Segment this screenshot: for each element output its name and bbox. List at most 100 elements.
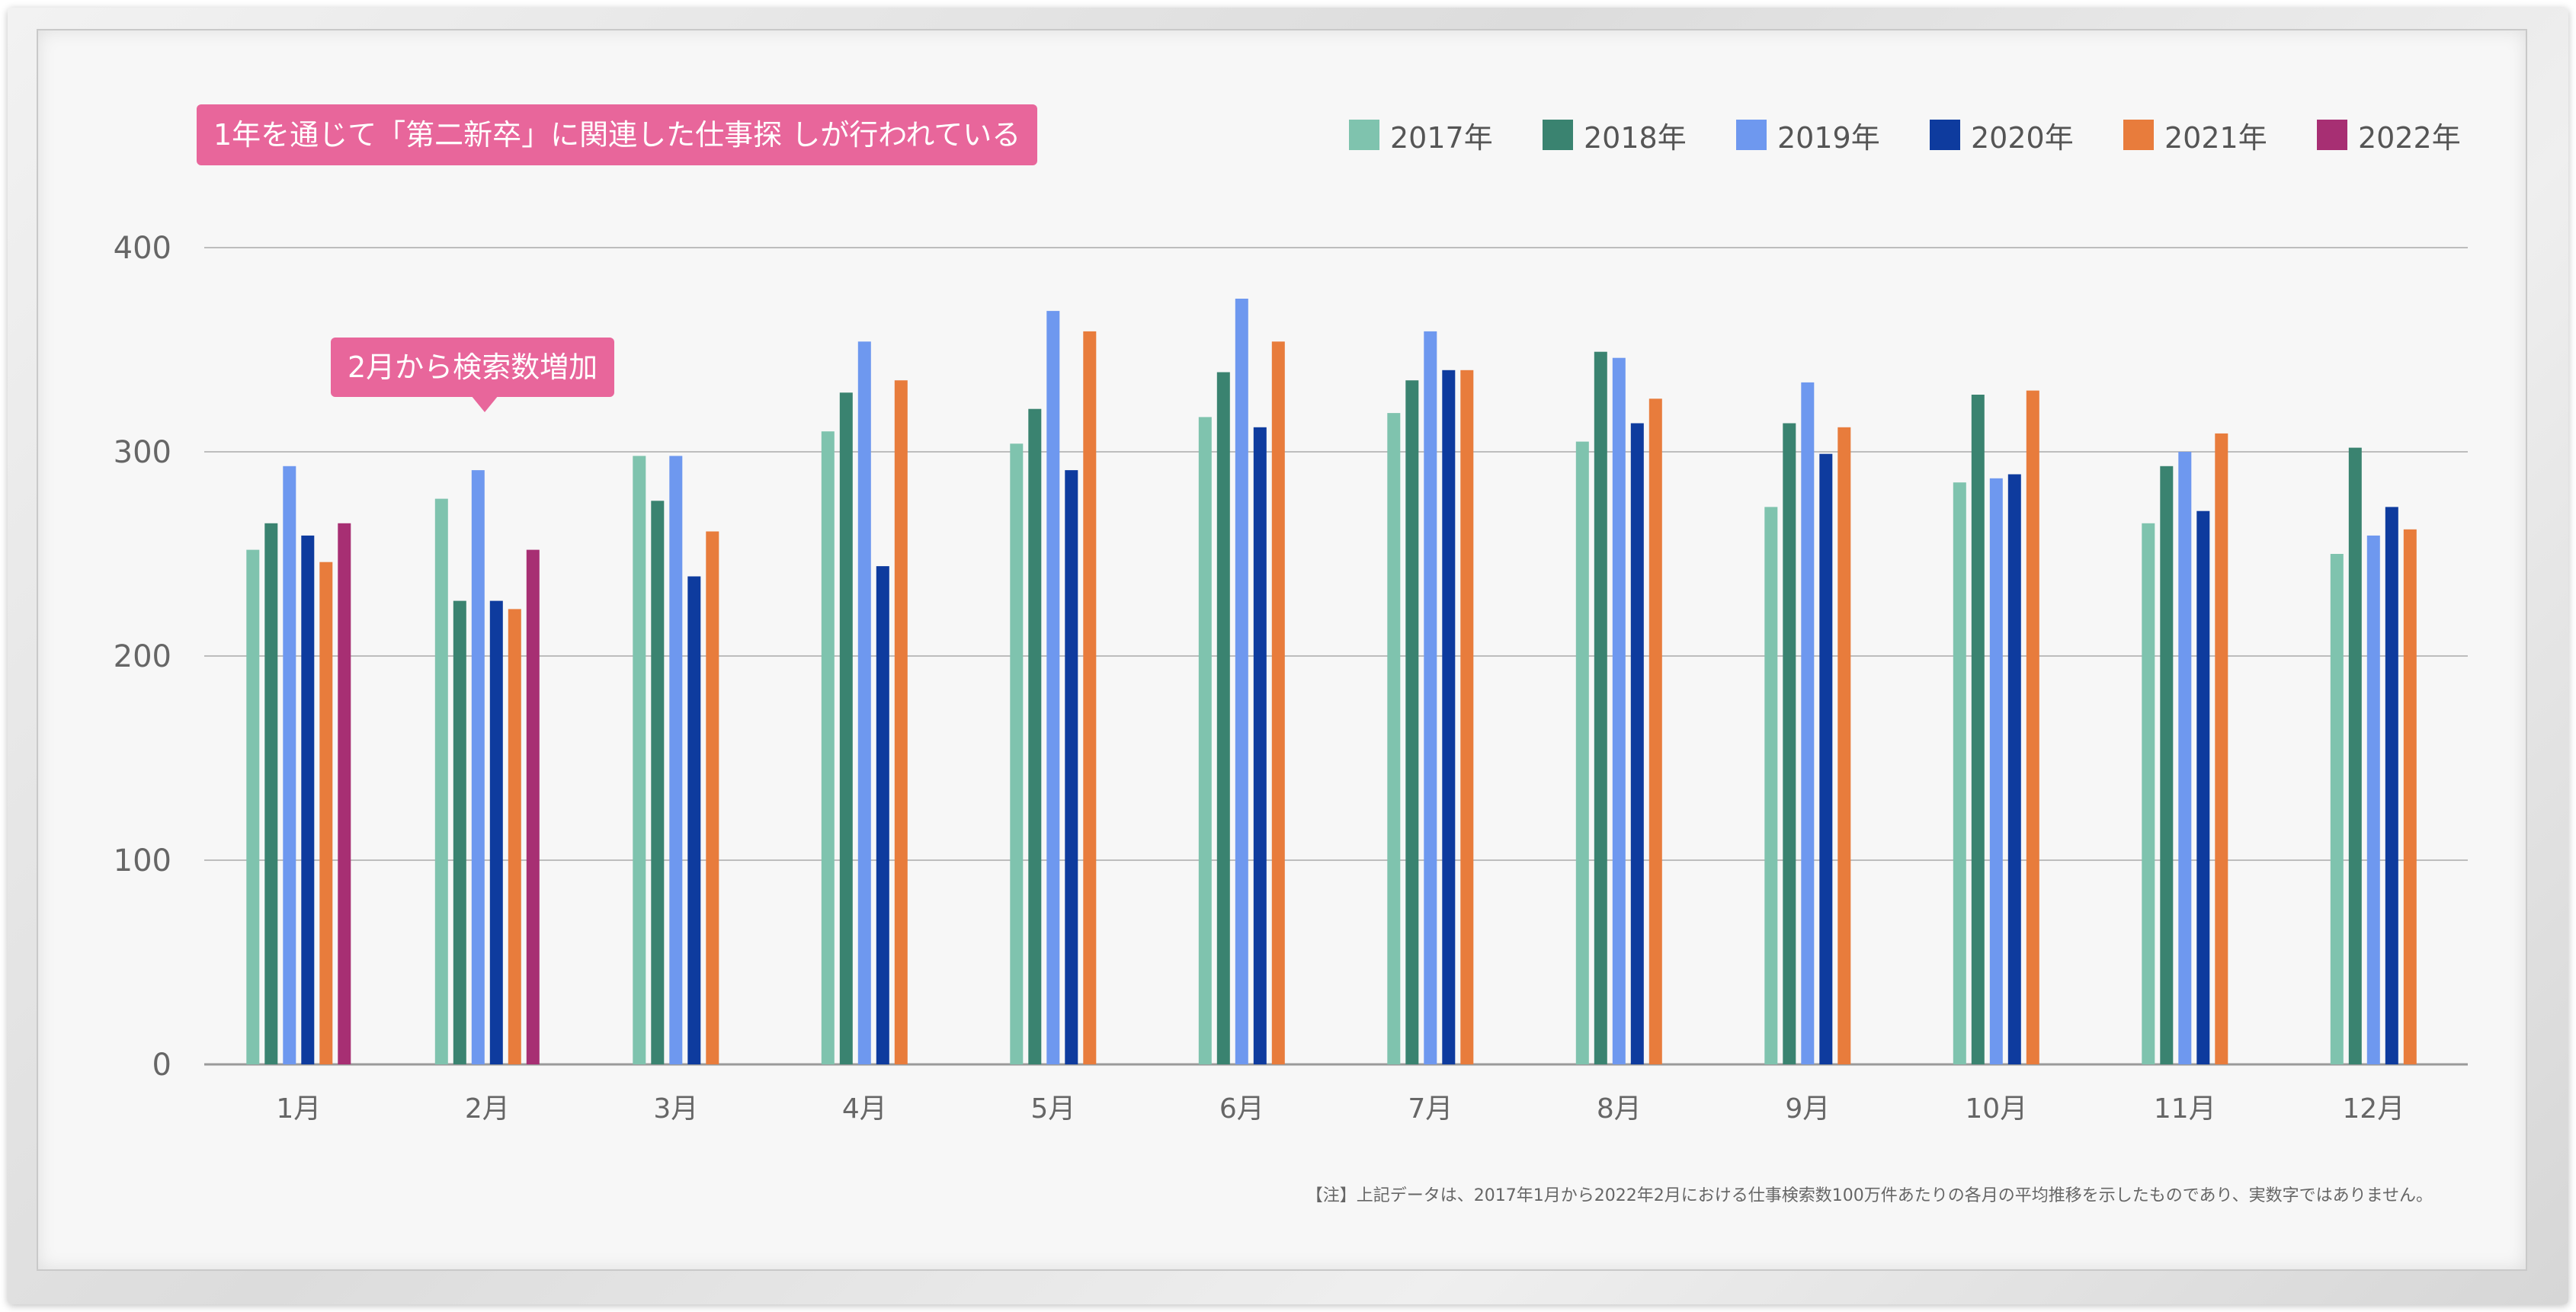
- bar-2018年-7月: [1405, 380, 1419, 1064]
- chart-title: 1年を通じて「第二新卒」に関連した仕事探 しが行われている: [197, 104, 1038, 165]
- bar-2019年-3月: [669, 456, 683, 1064]
- bar-2018年-1月: [264, 523, 278, 1064]
- bar-2017年-5月: [1010, 443, 1024, 1064]
- legend-label-2017: 2017年: [1390, 120, 1493, 155]
- bar-2017年-3月: [633, 456, 646, 1064]
- annotation-callout: 2月から検索数増加: [331, 338, 615, 397]
- bar-2021年-2月: [508, 609, 521, 1064]
- x-tick-label-7: 7月: [1408, 1093, 1453, 1125]
- y-tick-label-300: 300: [114, 435, 171, 470]
- x-tick-label-10: 10月: [1965, 1093, 2027, 1125]
- y-tick-label-0: 0: [152, 1048, 171, 1083]
- bar-2019年-9月: [1801, 382, 1815, 1064]
- bar-2019年-1月: [283, 466, 296, 1064]
- bar-2020年-12月: [2385, 507, 2398, 1064]
- legend-item-2022: 2022年: [2317, 116, 2461, 155]
- bar-2017年-6月: [1198, 417, 1212, 1064]
- legend-swatch-2018: [1543, 120, 1573, 150]
- legend-label-2020: 2020年: [1971, 120, 2074, 155]
- bar-2022年-2月: [526, 549, 540, 1064]
- legend-item-2019: 2019年: [1736, 116, 1880, 155]
- bar-2021年-3月: [706, 531, 719, 1064]
- bar-2020年-2月: [489, 600, 503, 1064]
- bars: [246, 299, 2417, 1065]
- bar-2017年-8月: [1575, 441, 1589, 1064]
- bar-2021年-12月: [2403, 529, 2417, 1064]
- bar-2019年-8月: [1612, 357, 1626, 1064]
- x-axis-ticks: 1月 2月 3月 4月 5月 6月 7月 8月 9月 10月 11月 12月: [276, 1093, 2405, 1125]
- y-tick-label-200: 200: [114, 639, 171, 674]
- bar-2017年-10月: [1953, 482, 1966, 1064]
- bar-2020年-8月: [1630, 423, 1644, 1064]
- bar-2017年-11月: [2142, 523, 2155, 1064]
- bar-2021年-9月: [1837, 427, 1851, 1064]
- legend: 2017年 2018年 2019年 2020年 2021年 2022年: [1349, 116, 2469, 155]
- bar-2018年-11月: [2160, 466, 2174, 1064]
- legend-item-2017: 2017年: [1349, 116, 1493, 155]
- bar-2020年-9月: [1819, 453, 1833, 1064]
- x-tick-label-9: 9月: [1785, 1093, 1830, 1125]
- annotation-callout-pointer: [471, 395, 498, 412]
- bar-2021年-8月: [1648, 398, 1662, 1064]
- bar-2021年-11月: [2215, 433, 2228, 1064]
- bar-2018年-3月: [651, 501, 665, 1064]
- grid-lines: [204, 247, 2468, 1066]
- bar-2021年-5月: [1083, 331, 1097, 1064]
- bar-2019年-10月: [1989, 478, 2003, 1064]
- bar-2017年-12月: [2330, 554, 2344, 1064]
- bar-2020年-5月: [1065, 470, 1078, 1064]
- bar-2020年-1月: [301, 535, 315, 1064]
- legend-swatch-2017: [1349, 120, 1379, 150]
- bar-2017年-4月: [821, 431, 835, 1064]
- bar-2019年-11月: [2178, 452, 2192, 1064]
- bar-2019年-7月: [1424, 331, 1437, 1064]
- bar-2020年-3月: [687, 576, 701, 1064]
- bar-2018年-10月: [1971, 395, 1985, 1064]
- bar-2020年-11月: [2196, 510, 2210, 1064]
- bar-2017年-2月: [434, 498, 448, 1064]
- x-tick-label-5: 5月: [1030, 1093, 1075, 1125]
- bar-2020年-4月: [876, 566, 889, 1064]
- bar-2020年-7月: [1442, 370, 1456, 1064]
- legend-swatch-2020: [1930, 120, 1960, 150]
- bar-2018年-8月: [1594, 351, 1607, 1064]
- bar-2018年-5月: [1028, 408, 1042, 1064]
- bar-2018年-6月: [1216, 372, 1230, 1064]
- bar-2020年-6月: [1253, 427, 1267, 1064]
- bar-2017年-9月: [1764, 507, 1778, 1064]
- x-tick-label-11: 11月: [2154, 1093, 2216, 1125]
- bar-2019年-5月: [1046, 311, 1060, 1065]
- bar-2019年-2月: [471, 470, 485, 1064]
- bar-2021年-10月: [2026, 390, 2039, 1064]
- x-tick-label-3: 3月: [653, 1093, 698, 1125]
- bar-2021年-6月: [1271, 341, 1285, 1064]
- bar-2018年-4月: [839, 392, 853, 1064]
- bar-2021年-7月: [1460, 370, 1474, 1064]
- y-axis-ticks: 0 100 200 300 400: [114, 231, 171, 1083]
- footnote: 【注】上記データは、2017年1月から2022年2月における仕事検索数100万件…: [1306, 1186, 2433, 1205]
- bar-2017年-1月: [246, 549, 260, 1064]
- legend-label-2022: 2022年: [2358, 120, 2461, 155]
- legend-item-2021: 2021年: [2123, 116, 2267, 155]
- legend-item-2018: 2018年: [1543, 116, 1687, 155]
- x-tick-label-4: 4月: [842, 1093, 887, 1125]
- bar-2018年-9月: [1783, 423, 1796, 1064]
- y-tick-label-400: 400: [114, 231, 171, 266]
- bar-2017年-7月: [1387, 413, 1401, 1064]
- legend-label-2018: 2018年: [1584, 120, 1687, 155]
- bar-2019年-4月: [857, 341, 871, 1064]
- bar-2021年-4月: [894, 380, 908, 1064]
- y-tick-label-100: 100: [114, 843, 171, 878]
- legend-label-2019: 2019年: [1777, 120, 1880, 155]
- bar-2022年-1月: [338, 523, 351, 1064]
- x-tick-label-2: 2月: [465, 1093, 510, 1125]
- bar-2018年-2月: [453, 600, 466, 1064]
- bar-2020年-10月: [2007, 474, 2021, 1064]
- bar-2021年-1月: [319, 562, 333, 1064]
- legend-swatch-2021: [2123, 120, 2154, 150]
- x-tick-label-6: 6月: [1219, 1093, 1264, 1125]
- bar-2019年-6月: [1235, 299, 1248, 1064]
- legend-swatch-2022: [2317, 120, 2347, 150]
- legend-swatch-2019: [1736, 120, 1767, 150]
